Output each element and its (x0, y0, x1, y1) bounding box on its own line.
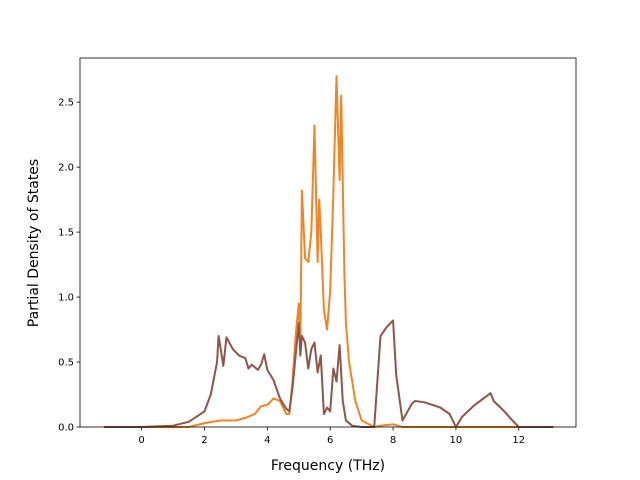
y-tick-label: 0.0 (58, 423, 74, 434)
data-line (103, 75, 554, 428)
y-tick-label: 1.5 (58, 228, 74, 239)
x-tick-label: 10 (450, 435, 463, 446)
x-tick-label: 4 (264, 435, 270, 446)
x-tick-label: 12 (512, 435, 525, 446)
y-axis-label: Partial Density of States (26, 159, 42, 327)
y-tick-label: 0.5 (58, 358, 74, 369)
x-tick-label: 8 (390, 435, 396, 446)
x-axis-label: Frequency (THz) (271, 458, 385, 474)
data-line (103, 319, 554, 428)
y-tick-label: 1.0 (58, 293, 74, 304)
x-tick-label: 0 (138, 435, 144, 446)
x-tick-label: 6 (327, 435, 333, 446)
plot-frame (79, 57, 577, 428)
x-tick-label: 2 (201, 435, 207, 446)
y-tick-label: 2.0 (58, 163, 74, 174)
y-tick-label: 2.5 (58, 98, 74, 109)
